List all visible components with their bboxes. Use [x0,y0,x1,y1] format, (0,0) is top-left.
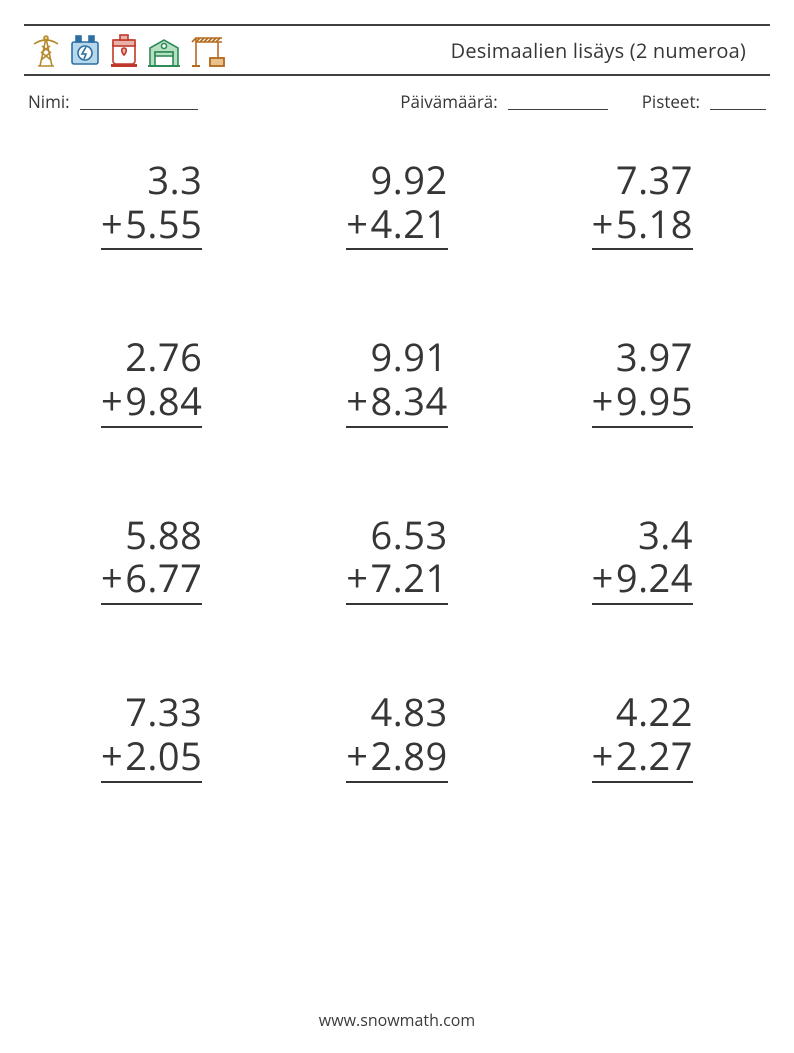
operator: + [101,552,125,604]
worksheet-title: Desimaalien lisäys (2 numeroa) [451,37,764,64]
problem-5: 9.91+8.34 [279,336,514,427]
operand-a: 2.76 [101,336,202,380]
info-row: Nimi: Päivämäärä: Pisteet: [24,76,770,113]
operand-b: +4.21 [346,203,447,251]
operator: + [101,375,125,427]
problem-11: 4.83+2.89 [279,691,514,782]
operand-a: 3.3 [101,159,202,203]
name-label: Nimi: [28,90,70,113]
operator: + [592,375,616,427]
operand-b: +2.27 [592,735,693,783]
operand-b: +9.95 [592,380,693,428]
operand-b: +9.24 [592,557,693,605]
operand-a: 5.88 [101,514,202,558]
problems-grid: 3.3+5.559.92+4.217.37+5.182.76+9.849.91+… [24,159,770,783]
operand-a: 4.83 [346,691,447,735]
operator: + [101,198,125,250]
operator: + [592,730,616,782]
operand-b: +8.34 [346,380,447,428]
operand-a: 9.92 [346,159,447,203]
operator: + [346,375,370,427]
problem-2: 9.92+4.21 [279,159,514,250]
operator: + [346,730,370,782]
problem-1: 3.3+5.55 [34,159,269,250]
operand-a: 4.22 [592,691,693,735]
problem-8: 6.53+7.21 [279,514,514,605]
tank-icon [108,32,140,68]
problem-3: 7.37+5.18 [525,159,760,250]
operator: + [592,552,616,604]
operand-a: 6.53 [346,514,447,558]
operand-a: 9.91 [346,336,447,380]
factory-icon [146,32,182,68]
operand-a: 3.4 [592,514,693,558]
score-blank[interactable] [710,90,766,110]
operator: + [101,730,125,782]
footer-text: www.snowmath.com [0,1009,794,1031]
problem-9: 3.4+9.24 [525,514,760,605]
operand-a: 7.37 [592,159,693,203]
date-blank[interactable] [508,90,608,110]
operand-a: 7.33 [101,691,202,735]
operator: + [592,198,616,250]
worksheet-sheet: Desimaalien lisäys (2 numeroa) Nimi: Päi… [24,24,770,783]
date-label: Päivämäärä: [400,90,497,113]
operand-b: +2.05 [101,735,202,783]
problem-6: 3.97+9.95 [525,336,760,427]
problem-10: 7.33+2.05 [34,691,269,782]
operand-b: +9.84 [101,380,202,428]
crane-icon [188,32,226,68]
header-icon-row [30,32,226,68]
operand-b: +6.77 [101,557,202,605]
name-blank[interactable] [80,90,198,110]
header-bar: Desimaalien lisäys (2 numeroa) [24,24,770,76]
operator: + [346,198,370,250]
operand-b: +2.89 [346,735,447,783]
problem-12: 4.22+2.27 [525,691,760,782]
operator: + [346,552,370,604]
operand-b: +5.55 [101,203,202,251]
battery-icon [68,32,102,68]
tower-icon [30,32,62,68]
problem-7: 5.88+6.77 [34,514,269,605]
operand-b: +7.21 [346,557,447,605]
operand-b: +5.18 [592,203,693,251]
score-label: Pisteet: [642,90,700,113]
operand-a: 3.97 [592,336,693,380]
problem-4: 2.76+9.84 [34,336,269,427]
